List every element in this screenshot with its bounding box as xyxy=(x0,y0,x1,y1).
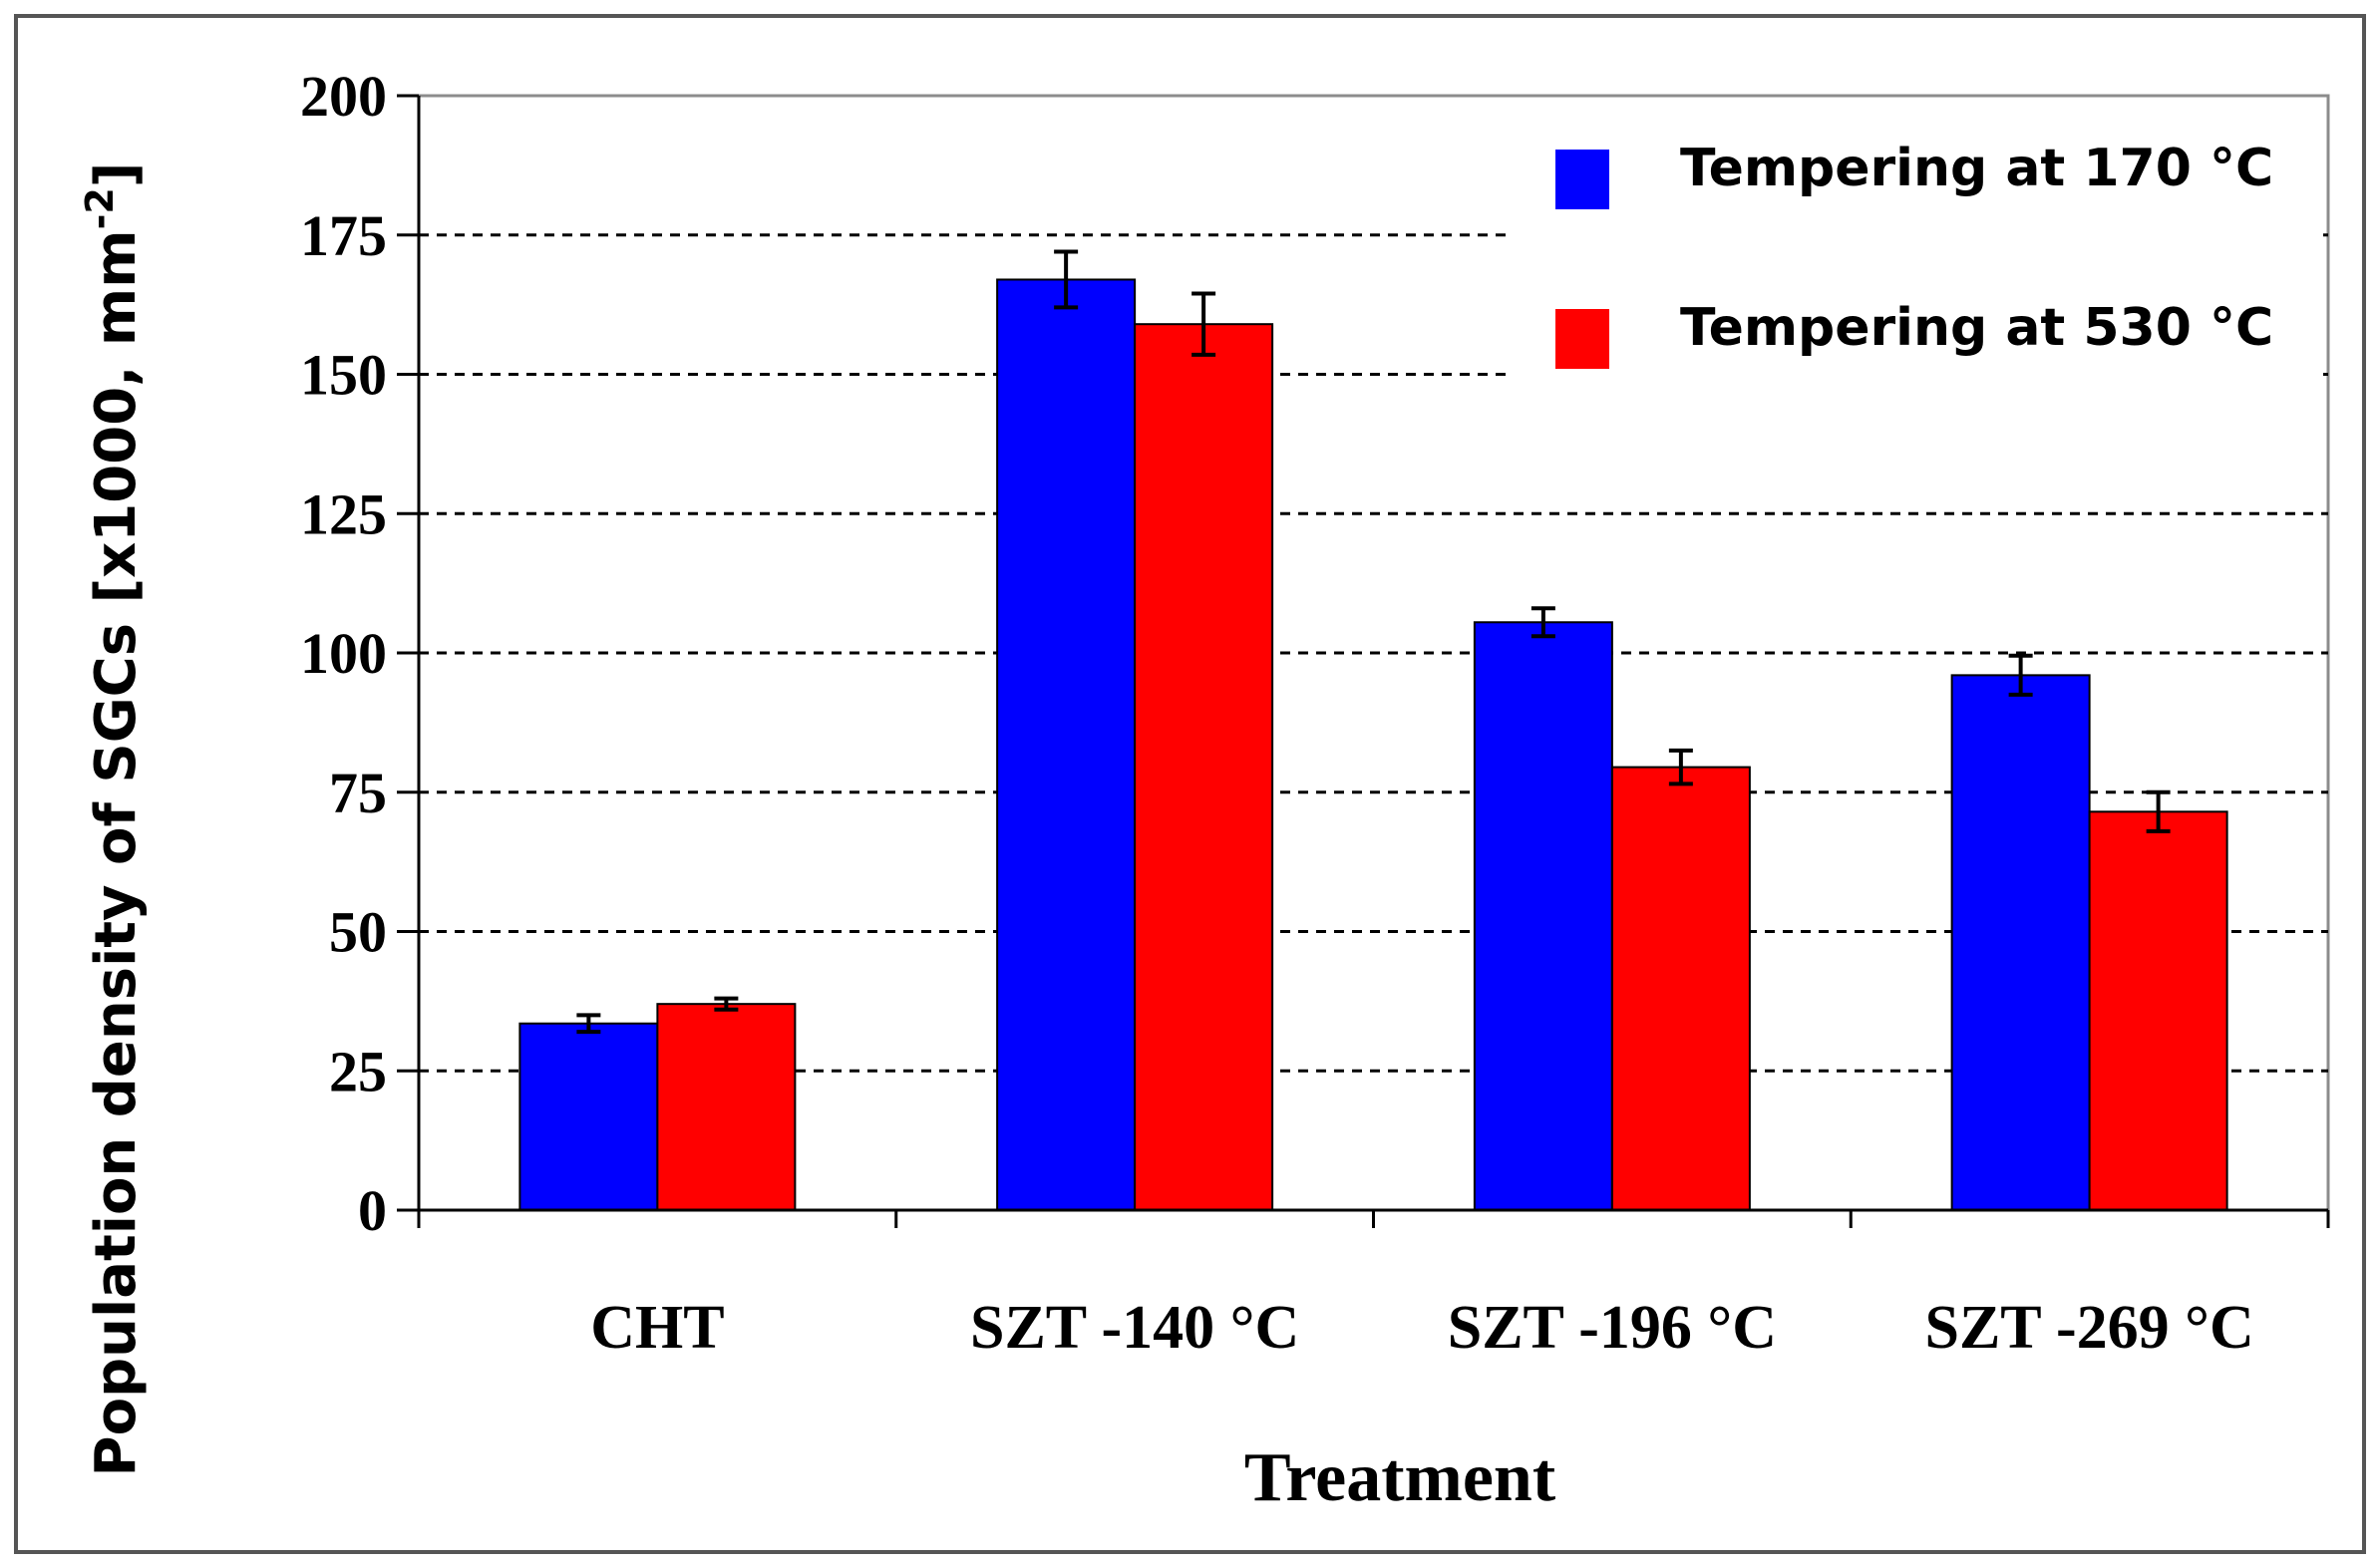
y-tick-label: 125 xyxy=(300,481,387,546)
x-category-label: SZT -196 °C xyxy=(1448,1294,1777,1362)
y-axis-title: Population density of SGCs [x1000, mm-2] xyxy=(78,162,149,1477)
legend-swatch xyxy=(1555,309,1609,369)
y-tick-label: 0 xyxy=(358,1178,387,1243)
x-category-label: SZT -269 °C xyxy=(1924,1294,2253,1362)
legend-background xyxy=(1506,118,2323,457)
bar xyxy=(2088,810,2228,1211)
bar xyxy=(1950,674,2091,1211)
bar xyxy=(1134,323,1274,1211)
legend-swatch xyxy=(1555,150,1609,209)
y-tick-label: 75 xyxy=(329,761,387,825)
x-category-label: SZT -140 °C xyxy=(970,1294,1299,1362)
y-axis-title-superscript: -2 xyxy=(78,187,122,229)
y-tick-label: 175 xyxy=(300,203,387,268)
bar xyxy=(1473,621,1613,1211)
bar xyxy=(996,278,1137,1212)
legend-label: Tempering at 530 °C xyxy=(1680,298,2273,358)
bar xyxy=(656,1003,797,1211)
x-category-label: CHT xyxy=(590,1294,724,1362)
y-tick-label: 200 xyxy=(300,64,387,129)
bar xyxy=(518,1022,659,1211)
y-tick-label: 150 xyxy=(300,343,387,408)
legend: Tempering at 170 °C Tempering at 530 °C xyxy=(1506,118,2323,457)
axes: 0 25 50 75 100 125 150 175 200 CHT SZT -140 °C SZT … xyxy=(300,64,2330,1362)
y-tick-label: 100 xyxy=(300,621,387,686)
y-tick-label: 25 xyxy=(329,1039,387,1103)
legend-label: Tempering at 170 °C xyxy=(1680,139,2273,198)
x-axis-title: Treatment xyxy=(1244,1439,1555,1516)
grid-lines xyxy=(419,233,2328,1073)
bar xyxy=(1610,766,1751,1211)
bars xyxy=(518,249,2228,1212)
y-axis-title-end: ] xyxy=(84,162,149,188)
y-axis-title-main: Population density of SGCs [x1000, mm xyxy=(84,229,149,1476)
y-tick-label: 50 xyxy=(329,900,387,965)
